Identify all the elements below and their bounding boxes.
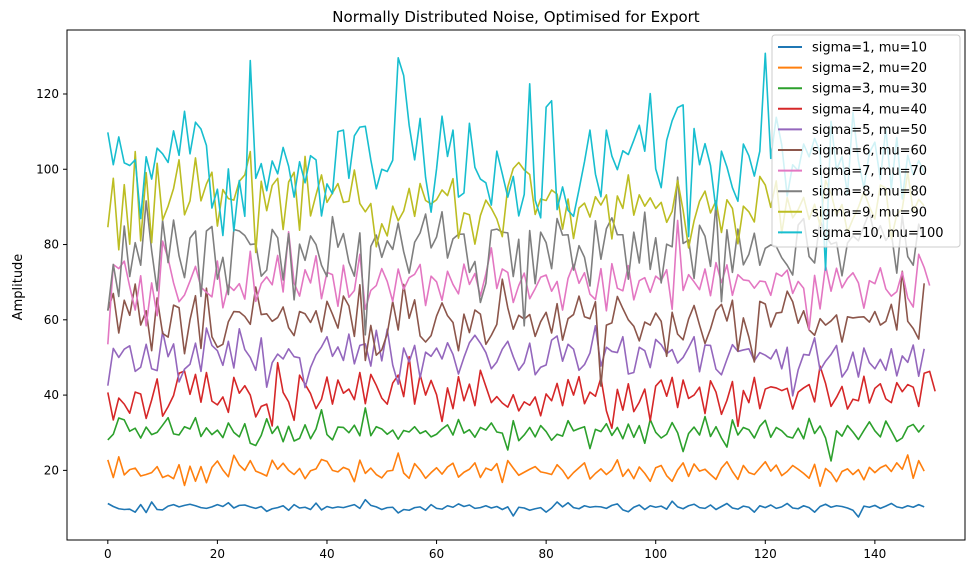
series-line-8 — [107, 176, 925, 336]
legend-label: sigma=4, mu=40 — [812, 102, 927, 117]
series-line-6 — [107, 270, 925, 387]
x-tick-label: 0 — [104, 547, 112, 561]
series-line-4 — [107, 355, 936, 430]
x-axis: 0 20 40 60 80 100 120 140 — [104, 540, 886, 561]
chart-title: Normally Distributed Noise, Optimised fo… — [332, 8, 700, 26]
x-tick-label: 80 — [538, 547, 553, 561]
x-tick-label: 120 — [754, 547, 777, 561]
y-axis-label: Amplitude — [11, 254, 26, 321]
series-line-1 — [107, 498, 925, 518]
legend-label: sigma=7, mu=70 — [812, 164, 927, 179]
y-tick-label: 120 — [36, 87, 59, 101]
legend-label: sigma=10, mu=100 — [812, 226, 944, 241]
y-tick-label: 40 — [44, 388, 59, 402]
legend-label: sigma=2, mu=20 — [812, 61, 927, 76]
y-tick-label: 60 — [44, 313, 59, 327]
series-line-2 — [107, 452, 925, 487]
legend-label: sigma=6, mu=60 — [812, 144, 927, 159]
x-tick-label: 60 — [429, 547, 444, 561]
legend-box — [771, 34, 961, 248]
series-line-5 — [107, 325, 925, 397]
y-tick-label: 100 — [36, 162, 59, 176]
legend-label: sigma=1, mu=10 — [812, 41, 927, 56]
series-line-3 — [107, 407, 925, 462]
legend-label: sigma=5, mu=50 — [812, 123, 927, 138]
legend-label: sigma=3, mu=30 — [812, 82, 927, 97]
y-tick-label: 20 — [44, 463, 59, 477]
x-tick-label: 100 — [644, 547, 667, 561]
y-tick-label: 80 — [44, 238, 59, 252]
plot-frame — [66, 29, 966, 541]
y-axis: 20 40 60 80 100 120 — [36, 87, 67, 477]
legend: sigma=1, mu=10 sigma=2, mu=20 sigma=3, mu=… — [771, 34, 961, 248]
legend-label: sigma=9, mu=90 — [812, 205, 927, 220]
x-tick-label: 20 — [210, 547, 225, 561]
x-tick-label: 40 — [319, 547, 334, 561]
series-line-7 — [107, 219, 931, 345]
x-tick-label: 140 — [863, 547, 886, 561]
legend-label: sigma=8, mu=80 — [812, 185, 927, 200]
